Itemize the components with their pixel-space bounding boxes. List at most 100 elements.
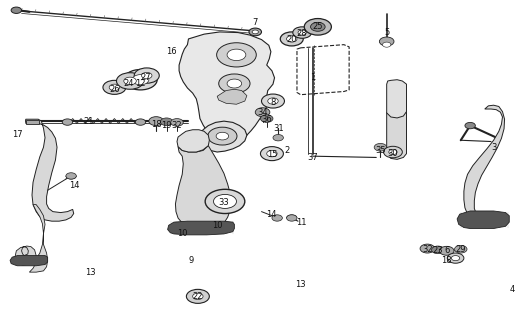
Text: 28: 28 bbox=[297, 29, 308, 38]
Circle shape bbox=[287, 215, 297, 221]
Text: 30: 30 bbox=[388, 149, 398, 158]
Circle shape bbox=[227, 49, 246, 60]
Text: 17: 17 bbox=[12, 130, 22, 139]
Circle shape bbox=[374, 143, 386, 151]
Circle shape bbox=[186, 289, 209, 303]
Circle shape bbox=[383, 146, 402, 158]
Circle shape bbox=[219, 74, 250, 93]
Polygon shape bbox=[10, 256, 48, 266]
Text: 11: 11 bbox=[296, 218, 306, 227]
Circle shape bbox=[255, 108, 270, 117]
Text: 18: 18 bbox=[441, 256, 452, 265]
Circle shape bbox=[216, 132, 229, 140]
Circle shape bbox=[273, 134, 283, 141]
Circle shape bbox=[298, 30, 306, 35]
Circle shape bbox=[205, 189, 245, 213]
Text: 4: 4 bbox=[509, 284, 515, 293]
Text: 1: 1 bbox=[310, 73, 315, 82]
Text: 33: 33 bbox=[219, 197, 229, 206]
Text: 31: 31 bbox=[273, 124, 283, 133]
Text: 29: 29 bbox=[456, 245, 466, 254]
Text: 13: 13 bbox=[85, 268, 96, 277]
Circle shape bbox=[249, 28, 262, 36]
Circle shape bbox=[431, 246, 444, 254]
Polygon shape bbox=[26, 119, 74, 221]
Circle shape bbox=[311, 22, 325, 31]
Polygon shape bbox=[167, 221, 234, 235]
Circle shape bbox=[260, 147, 283, 161]
Circle shape bbox=[134, 68, 160, 83]
Circle shape bbox=[213, 195, 236, 208]
Text: 14: 14 bbox=[266, 210, 276, 219]
Text: 22: 22 bbox=[192, 292, 203, 301]
Text: 25: 25 bbox=[313, 22, 323, 31]
Text: 18: 18 bbox=[151, 120, 162, 130]
Text: 9: 9 bbox=[188, 256, 194, 265]
Polygon shape bbox=[386, 80, 406, 118]
Text: 24: 24 bbox=[123, 79, 134, 88]
Circle shape bbox=[268, 98, 278, 104]
Circle shape bbox=[293, 27, 312, 38]
Circle shape bbox=[439, 246, 454, 255]
Polygon shape bbox=[217, 89, 247, 104]
Text: 35: 35 bbox=[375, 146, 386, 155]
Circle shape bbox=[260, 115, 273, 123]
Circle shape bbox=[262, 94, 285, 108]
Text: 10: 10 bbox=[177, 229, 187, 238]
Text: 5: 5 bbox=[384, 28, 389, 37]
Circle shape bbox=[382, 42, 391, 47]
Text: 26: 26 bbox=[109, 85, 120, 94]
Circle shape bbox=[66, 173, 76, 179]
Circle shape bbox=[132, 75, 149, 85]
Polygon shape bbox=[179, 32, 275, 142]
Text: 15: 15 bbox=[267, 150, 277, 159]
Text: 27: 27 bbox=[140, 73, 151, 82]
Circle shape bbox=[465, 123, 475, 129]
Circle shape bbox=[11, 7, 21, 13]
Text: 32: 32 bbox=[422, 245, 433, 254]
Circle shape bbox=[109, 84, 120, 91]
Text: 19: 19 bbox=[161, 121, 172, 130]
Circle shape bbox=[287, 36, 297, 42]
Circle shape bbox=[208, 127, 237, 145]
Text: 7: 7 bbox=[253, 19, 258, 28]
Circle shape bbox=[379, 37, 394, 46]
Text: 2: 2 bbox=[284, 146, 289, 155]
Text: 23: 23 bbox=[433, 246, 443, 255]
Circle shape bbox=[124, 77, 137, 85]
Circle shape bbox=[117, 73, 144, 89]
Circle shape bbox=[447, 253, 464, 263]
Text: 8: 8 bbox=[270, 98, 276, 107]
Text: 36: 36 bbox=[262, 115, 272, 124]
Text: 13: 13 bbox=[295, 280, 305, 289]
Polygon shape bbox=[15, 204, 48, 272]
Text: 37: 37 bbox=[307, 153, 318, 162]
Polygon shape bbox=[464, 105, 505, 224]
Circle shape bbox=[142, 72, 152, 79]
Circle shape bbox=[420, 244, 435, 253]
Circle shape bbox=[62, 119, 73, 125]
Polygon shape bbox=[177, 130, 209, 152]
Circle shape bbox=[267, 150, 277, 157]
Circle shape bbox=[304, 19, 332, 35]
Circle shape bbox=[124, 69, 157, 90]
Circle shape bbox=[135, 119, 146, 125]
Text: 14: 14 bbox=[70, 181, 80, 190]
Circle shape bbox=[389, 149, 397, 155]
Polygon shape bbox=[457, 211, 509, 228]
Circle shape bbox=[227, 79, 242, 88]
Circle shape bbox=[103, 80, 126, 94]
Circle shape bbox=[252, 30, 258, 34]
Circle shape bbox=[454, 245, 467, 253]
Circle shape bbox=[451, 256, 460, 261]
Circle shape bbox=[192, 293, 203, 300]
Text: 34: 34 bbox=[257, 108, 268, 117]
Text: 3: 3 bbox=[491, 143, 496, 152]
Circle shape bbox=[149, 117, 163, 125]
Text: 16: 16 bbox=[166, 47, 177, 56]
Polygon shape bbox=[199, 121, 247, 152]
Text: 10: 10 bbox=[212, 221, 222, 230]
Bar bbox=[26, 120, 39, 124]
Text: 6: 6 bbox=[444, 246, 449, 255]
Circle shape bbox=[217, 43, 256, 67]
